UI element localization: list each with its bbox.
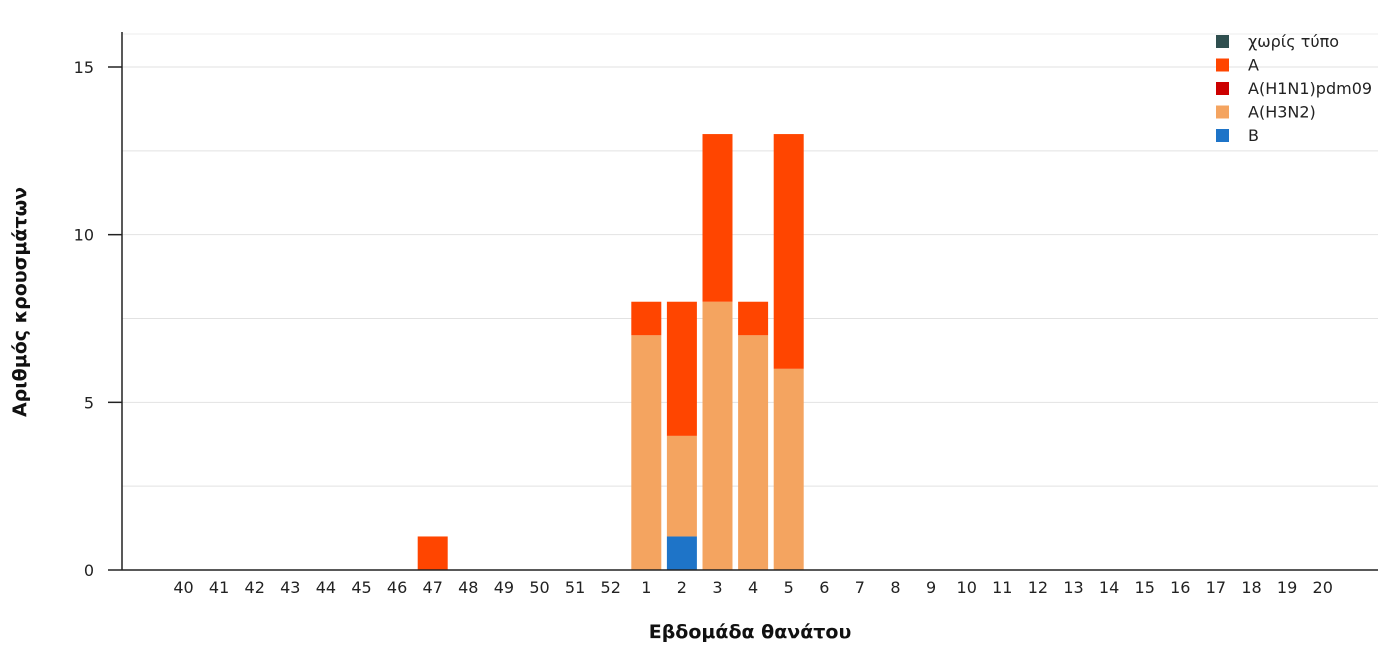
axes [121,32,1378,571]
bars [417,134,804,570]
x-tick-label: 17 [1206,578,1226,597]
x-tick-label: 14 [1099,578,1119,597]
x-axis-ticks: 40 41 42 43 44 45 46 47 48 49 50 51 52 1 2 3 4 5 6 7 8 9 10 11 1… [173,578,1333,597]
bar-segment-week-1-a [631,301,662,336]
bar-segment-week-47-a [417,536,448,570]
bar-segment-week-3-a [702,134,733,302]
x-tick-label: 50 [529,578,549,597]
legend: χωρίς τύπο A A(H1N1)pdm09 A(H3N2) B [1216,32,1372,145]
x-tick-label: 48 [458,578,478,597]
y-tick-label: 15 [74,58,94,77]
legend-label: B [1248,126,1259,145]
x-tick-label: 19 [1277,578,1297,597]
x-axis-title: Εβδομάδα θανάτου [649,621,852,643]
legend-swatch [1216,58,1229,72]
y-tick-label: 0 [84,561,94,580]
x-tick-label: 3 [712,578,722,597]
bar-segment-week-2-ah3n2 [666,435,697,537]
bar-segment-week-3-ah3n2 [702,301,733,570]
x-tick-label: 16 [1170,578,1190,597]
x-tick-label: 40 [173,578,193,597]
x-tick-label: 51 [565,578,585,597]
bar-segment-week-1-ah3n2 [631,335,662,570]
x-tick-label: 5 [784,578,794,597]
bar-segment-week-5-a [773,134,804,369]
legend-label: A [1248,56,1259,75]
y-tick-label: 10 [74,226,94,245]
legend-label: χωρίς τύπο [1248,32,1339,51]
legend-swatch [1216,35,1229,48]
legend-label: A(H3N2) [1248,103,1316,122]
y-tick-label: 5 [84,393,94,412]
bar-segment-week-2-b [666,536,697,570]
x-tick-label: 9 [926,578,936,597]
x-tick-label: 12 [1028,578,1048,597]
bar-segment-week-5-ah3n2 [773,368,804,570]
x-tick-label: 4 [748,578,758,597]
x-tick-label: 10 [957,578,977,597]
x-tick-label: 11 [992,578,1012,597]
x-tick-label: 41 [209,578,229,597]
x-tick-label: 46 [387,578,407,597]
x-tick-label: 6 [819,578,829,597]
x-tick-label: 47 [423,578,443,597]
x-tick-label: 2 [677,578,687,597]
bar-segment-week-2-a [666,301,697,436]
x-tick-label: 20 [1313,578,1333,597]
bar-segment-week-4-a [738,301,769,336]
x-tick-label: 8 [890,578,900,597]
legend-swatch [1216,82,1229,95]
x-tick-label: 1 [641,578,651,597]
x-tick-label: 18 [1241,578,1261,597]
x-tick-label: 49 [494,578,514,597]
legend-swatch [1216,105,1229,119]
x-tick-label: 15 [1135,578,1155,597]
y-axis-ticks: 0 5 10 15 [74,58,122,580]
x-tick-label: 7 [855,578,865,597]
x-tick-label: 45 [351,578,371,597]
x-tick-label: 42 [245,578,265,597]
legend-swatch [1216,129,1229,142]
y-axis-title: Αριθμός κρουσμάτων [9,187,31,417]
bar-segment-week-4-ah3n2 [738,335,769,570]
x-tick-label: 13 [1063,578,1083,597]
legend-label: A(H1N1)pdm09 [1248,79,1372,98]
x-tick-label: 52 [601,578,621,597]
x-tick-label: 43 [280,578,300,597]
x-tick-label: 44 [316,578,336,597]
